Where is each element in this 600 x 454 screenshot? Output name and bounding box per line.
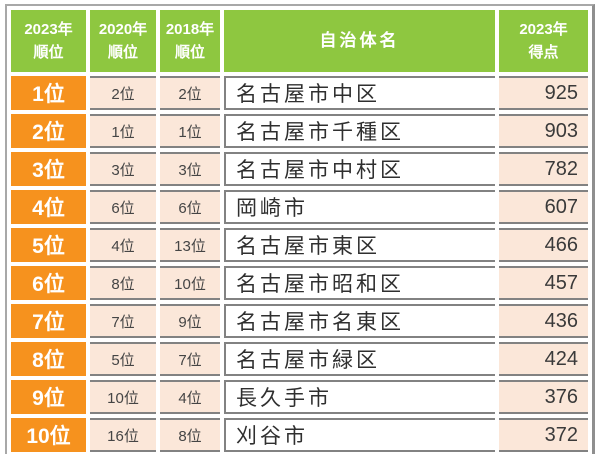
cell-rank-2020: 2位 [90, 76, 156, 110]
cell-rank-2018: 4位 [160, 380, 220, 414]
cell-rank-2018: 1位 [160, 114, 220, 148]
cell-rank-2018: 8位 [160, 418, 220, 452]
cell-rank-2020: 7位 [90, 304, 156, 338]
cell-score: 466 [499, 228, 588, 262]
cell-rank-2023: 9位 [11, 380, 86, 414]
table-row: 4位 6位 6位 岡崎市 607 [11, 190, 588, 224]
cell-rank-2018: 13位 [160, 228, 220, 262]
cell-rank-2020: 4位 [90, 228, 156, 262]
cell-score: 424 [499, 342, 588, 376]
header-municipality: 自治体名 [224, 10, 495, 72]
cell-rank-2023: 4位 [11, 190, 86, 224]
table-row: 5位 4位 13位 名古屋市東区 466 [11, 228, 588, 262]
cell-municipality: 名古屋市千種区 [224, 114, 495, 148]
table-row: 1位 2位 2位 名古屋市中区 925 [11, 76, 588, 110]
cell-score: 903 [499, 114, 588, 148]
header-score-2023: 2023年 得点 [499, 10, 588, 72]
cell-rank-2023: 10位 [11, 418, 86, 452]
table-row: 6位 8位 10位 名古屋市昭和区 457 [11, 266, 588, 300]
cell-municipality: 長久手市 [224, 380, 495, 414]
table-row: 7位 7位 9位 名古屋市名東区 436 [11, 304, 588, 338]
cell-rank-2020: 1位 [90, 114, 156, 148]
cell-rank-2020: 16位 [90, 418, 156, 452]
cell-municipality: 名古屋市東区 [224, 228, 495, 262]
cell-rank-2023: 5位 [11, 228, 86, 262]
cell-rank-2023: 7位 [11, 304, 86, 338]
cell-rank-2018: 10位 [160, 266, 220, 300]
cell-rank-2023: 3位 [11, 152, 86, 186]
cell-score: 925 [499, 76, 588, 110]
cell-score: 782 [499, 152, 588, 186]
cell-rank-2023: 8位 [11, 342, 86, 376]
cell-rank-2020: 6位 [90, 190, 156, 224]
cell-rank-2023: 6位 [11, 266, 86, 300]
municipality-ranking-table: 2023年 順位 2020年 順位 2018年 順位 自治体名 2023年 得点… [7, 6, 592, 454]
cell-score: 372 [499, 418, 588, 452]
header-rank-2018: 2018年 順位 [160, 10, 220, 72]
cell-rank-2018: 2位 [160, 76, 220, 110]
cell-rank-2018: 6位 [160, 190, 220, 224]
cell-rank-2020: 8位 [90, 266, 156, 300]
table-row: 9位 10位 4位 長久手市 376 [11, 380, 588, 414]
cell-rank-2018: 3位 [160, 152, 220, 186]
cell-rank-2020: 3位 [90, 152, 156, 186]
cell-rank-2023: 2位 [11, 114, 86, 148]
cell-municipality: 名古屋市中区 [224, 76, 495, 110]
table-row: 10位 16位 8位 刈谷市 372 [11, 418, 588, 452]
cell-rank-2018: 7位 [160, 342, 220, 376]
table-row: 2位 1位 1位 名古屋市千種区 903 [11, 114, 588, 148]
table-row: 3位 3位 3位 名古屋市中村区 782 [11, 152, 588, 186]
cell-municipality: 刈谷市 [224, 418, 495, 452]
header-rank-2020: 2020年 順位 [90, 10, 156, 72]
cell-municipality: 名古屋市昭和区 [224, 266, 495, 300]
cell-rank-2018: 9位 [160, 304, 220, 338]
cell-score: 376 [499, 380, 588, 414]
cell-score: 607 [499, 190, 588, 224]
cell-rank-2023: 1位 [11, 76, 86, 110]
cell-score: 436 [499, 304, 588, 338]
header-rank-2023: 2023年 順位 [11, 10, 86, 72]
cell-score: 457 [499, 266, 588, 300]
cell-municipality: 名古屋市名東区 [224, 304, 495, 338]
cell-municipality: 岡崎市 [224, 190, 495, 224]
cell-municipality: 名古屋市中村区 [224, 152, 495, 186]
table-row: 8位 5位 7位 名古屋市緑区 424 [11, 342, 588, 376]
header-row: 2023年 順位 2020年 順位 2018年 順位 自治体名 2023年 得点 [11, 10, 588, 72]
cell-municipality: 名古屋市緑区 [224, 342, 495, 376]
cell-rank-2020: 10位 [90, 380, 156, 414]
ranking-table-frame: 2023年 順位 2020年 順位 2018年 順位 自治体名 2023年 得点… [5, 4, 595, 454]
cell-rank-2020: 5位 [90, 342, 156, 376]
